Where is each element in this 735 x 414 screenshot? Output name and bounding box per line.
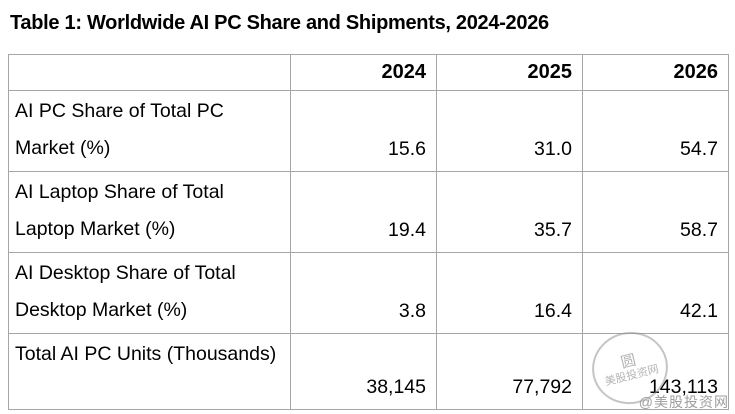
row-label: AI Laptop Share of Total Laptop Market (… [8, 171, 291, 253]
cell-value: 19.4 [290, 171, 437, 253]
cell-value: 15.6 [290, 90, 437, 172]
cell-value: 54.7 [582, 90, 729, 172]
header-year-2025: 2025 [436, 54, 583, 91]
cell-value: 38,145 [290, 333, 437, 410]
row-label: AI Desktop Share of Total Desktop Market… [8, 252, 291, 334]
table-row: AI PC Share of Total PC Market (%) 15.6 … [8, 90, 729, 172]
cell-value: 16.4 [436, 252, 583, 334]
cell-value: 58.7 [582, 171, 729, 253]
page-title: Table 1: Worldwide AI PC Share and Shipm… [10, 12, 549, 34]
ai-pc-share-table: 2024 2025 2026 AI PC Share of Total PC M… [8, 54, 729, 410]
header-year-2026: 2026 [582, 54, 729, 91]
watermark-text: @美股投资网 [638, 394, 729, 410]
row-label: Total AI PC Units (Thousands) [8, 333, 291, 410]
cell-value: 31.0 [436, 90, 583, 172]
table-row: AI Desktop Share of Total Desktop Market… [8, 252, 729, 334]
table-header-row: 2024 2025 2026 [8, 54, 729, 91]
row-label: AI PC Share of Total PC Market (%) [8, 90, 291, 172]
cell-value: 143,113 [582, 333, 729, 410]
header-year-2024: 2024 [290, 54, 437, 91]
header-empty-cell [8, 54, 291, 91]
cell-value: 77,792 [436, 333, 583, 410]
cell-value: 35.7 [436, 171, 583, 253]
table-row: AI Laptop Share of Total Laptop Market (… [8, 171, 729, 253]
cell-value: 3.8 [290, 252, 437, 334]
table-row: Total AI PC Units (Thousands) 38,145 77,… [8, 333, 729, 410]
cell-value: 42.1 [582, 252, 729, 334]
